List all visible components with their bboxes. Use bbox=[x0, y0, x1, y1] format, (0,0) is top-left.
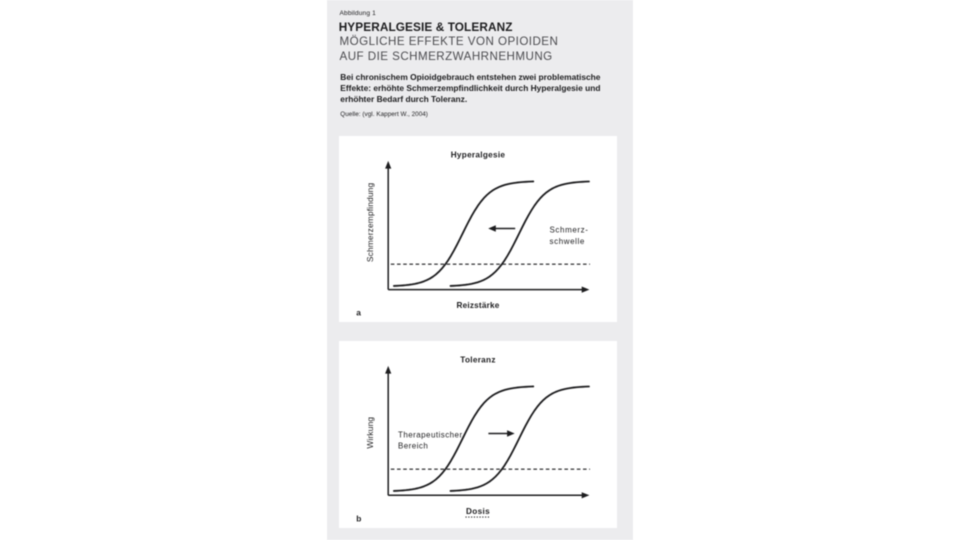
svg-text:schwelle: schwelle bbox=[550, 237, 585, 246]
svg-text:Hyperalgesie: Hyperalgesie bbox=[451, 150, 506, 159]
svg-text:Toleranz: Toleranz bbox=[460, 356, 495, 365]
svg-text:b: b bbox=[356, 513, 361, 523]
svg-text:Schmerz-: Schmerz- bbox=[550, 226, 589, 235]
svg-text:a: a bbox=[356, 308, 361, 318]
svg-text:Reizstärke: Reizstärke bbox=[457, 301, 500, 310]
svg-text:Therapeutischer: Therapeutischer bbox=[398, 431, 463, 440]
svg-text:Wirkung: Wirkung bbox=[365, 417, 375, 449]
svg-text:Dosis: Dosis bbox=[466, 507, 490, 516]
svg-text:Bereich: Bereich bbox=[398, 441, 428, 450]
svg-text:Schmerzempfindung: Schmerzempfindung bbox=[365, 183, 375, 263]
